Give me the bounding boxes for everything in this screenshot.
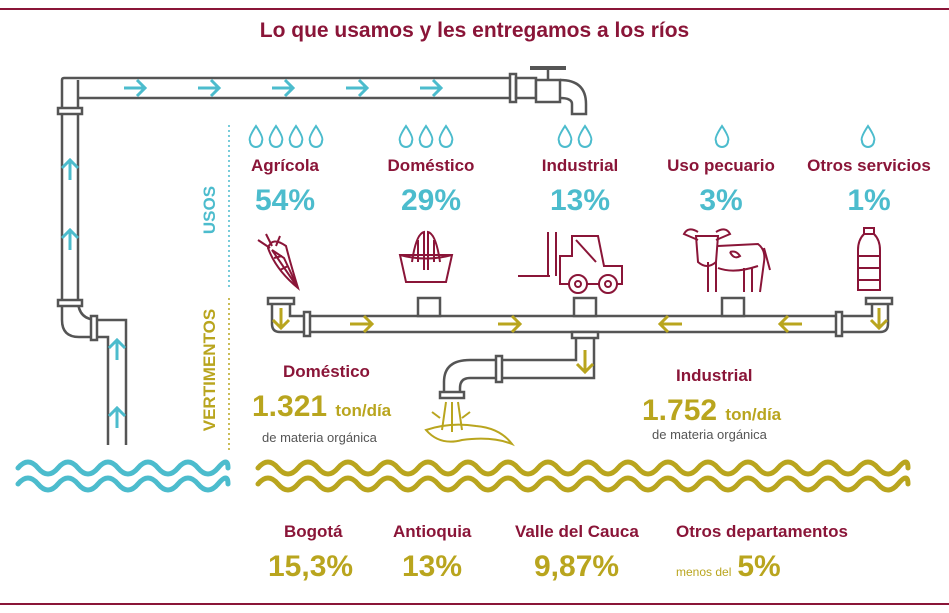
arrow-down <box>869 308 889 331</box>
vertimento-industrial-number: 1.752 <box>642 394 718 427</box>
river-waves-right <box>255 459 911 493</box>
vertimento-industrial-unit: ton/día <box>725 405 782 424</box>
outflow-splash-icon <box>424 401 515 447</box>
water-drops <box>248 124 876 148</box>
use-pct-domestico: 29% <box>400 184 462 217</box>
water-bottle-icon <box>857 227 881 291</box>
arrow-right <box>420 78 444 98</box>
dept-label-valle: Valle del Cauca <box>515 522 639 541</box>
bottom-rule <box>0 603 949 605</box>
vertimentos-side-label: VERTIMENTOS <box>200 308 219 432</box>
arrow-right <box>198 78 222 98</box>
dept-pct-bogota: 15,3% <box>268 550 354 583</box>
arrow-right <box>124 78 148 98</box>
use-pct-pecuario: 3% <box>699 184 743 217</box>
arrow-up <box>60 227 80 250</box>
vertimento-domestico-value: 1.321 ton/día <box>252 390 391 424</box>
vertimento-industrial-value: 1.752 ton/día <box>642 394 781 428</box>
dept-prefix-otros: menos del <box>676 565 732 579</box>
dept-pct-otros: menos del 5% <box>676 550 781 584</box>
arrow-right <box>350 314 375 334</box>
dept-pct-otros-value: 5% <box>737 550 781 583</box>
use-label-otros: Otros servicios <box>807 156 931 175</box>
arrow-right <box>272 78 296 98</box>
carrot-icon <box>257 233 300 291</box>
arrow-down <box>271 308 291 331</box>
use-pct-agricola: 54% <box>254 184 316 217</box>
forklift-icon <box>518 232 623 294</box>
return-pipe <box>266 296 894 400</box>
river-waves-left <box>15 459 231 493</box>
vertimento-domestico-sub: de materia orgánica <box>262 430 377 445</box>
vertimento-industrial-label: Industrial <box>676 366 753 385</box>
dept-label-antioquia: Antioquia <box>393 522 472 541</box>
use-label-domestico: Doméstico <box>387 156 475 175</box>
use-pct-industrial: 13% <box>549 184 611 217</box>
arrow-up <box>107 405 127 428</box>
arrow-left <box>657 314 682 334</box>
use-pct-otros: 1% <box>847 184 891 217</box>
vertimento-domestico-label: Doméstico <box>283 362 370 381</box>
dept-label-otros: Otros departamentos <box>676 522 848 541</box>
top-rule <box>0 8 949 10</box>
vertimento-domestico-unit: ton/día <box>335 401 392 420</box>
cow-icon <box>682 228 771 293</box>
arrow-right <box>346 78 370 98</box>
supply-pipe <box>56 66 588 445</box>
vertimento-industrial-sub: de materia orgánica <box>652 427 767 442</box>
arrow-down <box>575 350 595 375</box>
use-label-agricola: Agrícola <box>250 156 320 175</box>
dept-label-bogota: Bogotá <box>284 522 343 541</box>
page-title: Lo que usamos y les entregamos a los río… <box>259 19 690 42</box>
dept-pct-valle: 9,87% <box>534 550 620 583</box>
washbasin-hands-icon <box>398 230 454 283</box>
return-arrows <box>271 308 889 375</box>
vertimento-domestico-number: 1.321 <box>252 390 328 423</box>
arrow-left <box>777 314 802 334</box>
use-label-pecuario: Uso pecuario <box>667 156 775 175</box>
supply-arrows <box>60 78 444 428</box>
use-label-industrial: Industrial <box>541 156 619 175</box>
dept-pct-antioquia: 13% <box>402 550 463 583</box>
arrow-up <box>107 337 127 360</box>
arrow-up <box>60 157 80 180</box>
arrow-right <box>498 314 523 334</box>
